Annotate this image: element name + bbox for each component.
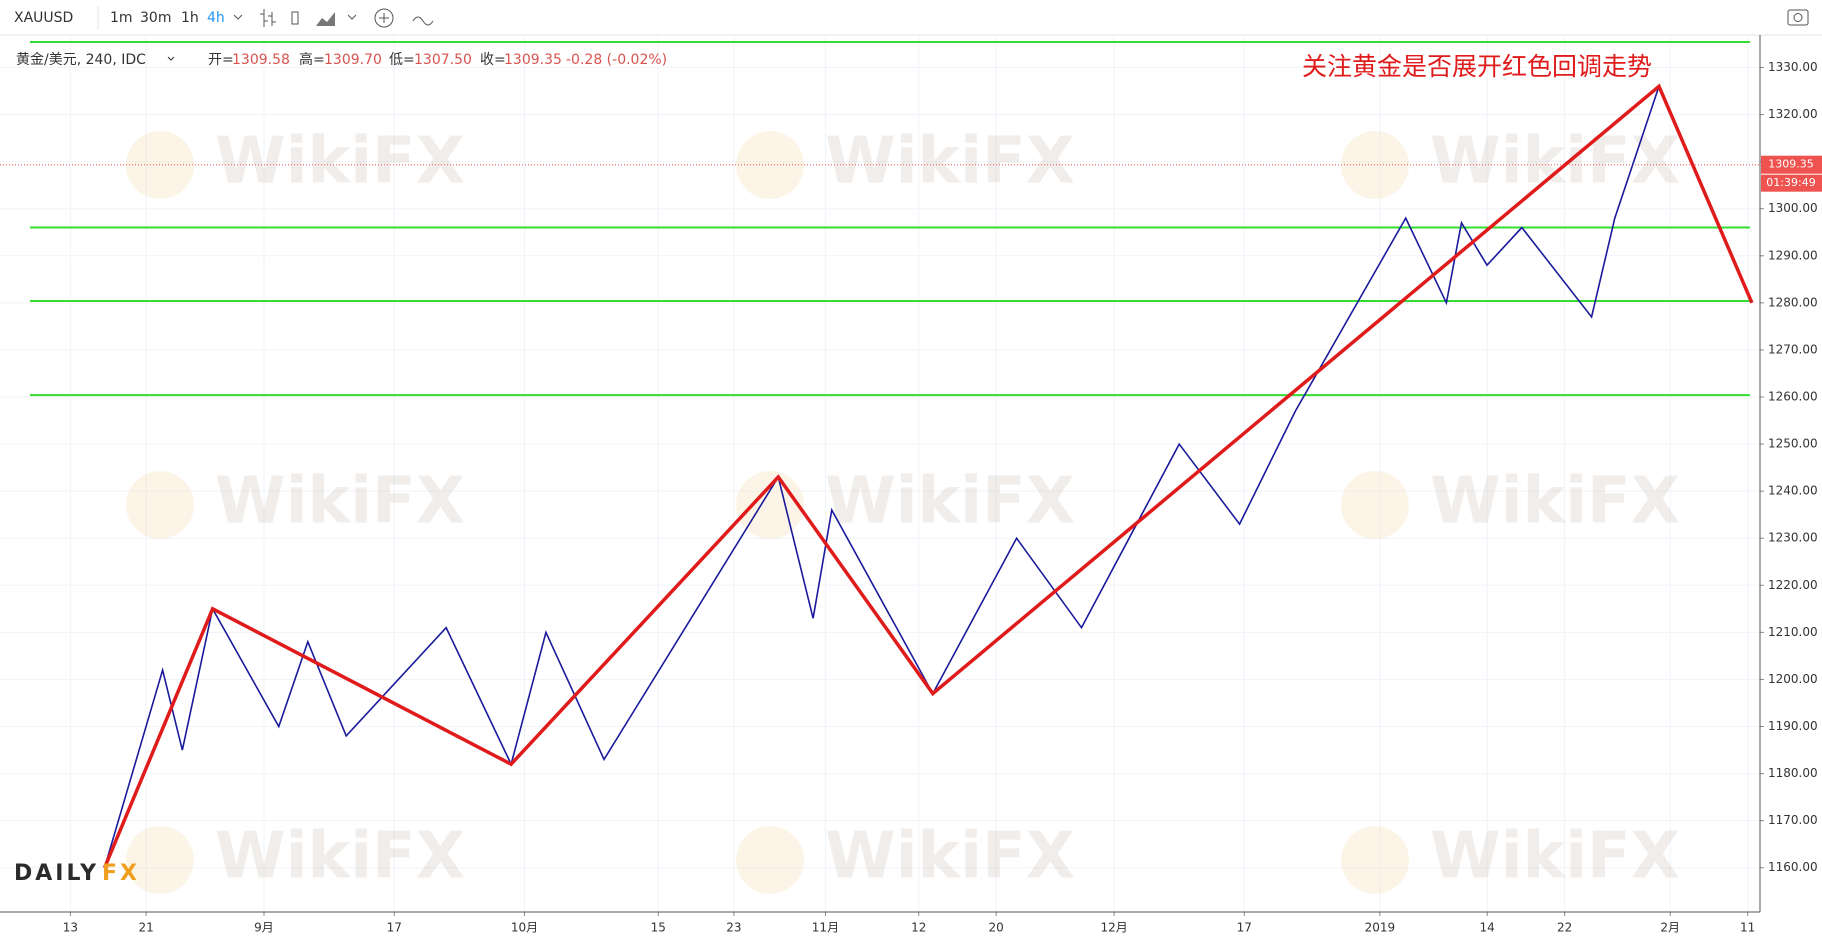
watermark-badge	[736, 826, 804, 894]
x-tick-label: 21	[138, 921, 153, 935]
camera-lens	[1793, 13, 1803, 22]
x-tick-label: 2019	[1365, 921, 1396, 935]
y-tick-label: 1260.00	[1768, 390, 1818, 404]
trend-line	[103, 86, 1660, 868]
y-tick-label: 1210.00	[1768, 625, 1818, 639]
plot: 13 21 9月 17 10月 15 23 11月 12 20 12月 17 2019 14 22 2月 11 1…	[0, 35, 1822, 935]
countdown: 01:39:49	[1766, 176, 1815, 189]
ohlc-label: 低=	[389, 52, 415, 68]
watermark: WikiFX	[215, 465, 465, 539]
watermark: WikiFX	[215, 125, 465, 199]
x-tick-label: 2月	[1660, 921, 1680, 935]
y-tick-label: 1270.00	[1768, 342, 1818, 356]
ohlc-value: 1309.58	[232, 52, 290, 68]
watermark-badge	[736, 131, 804, 199]
x-tick-label: 10月	[511, 921, 538, 935]
ohlc-value: 1307.50	[414, 52, 472, 68]
x-tick-label: 12	[911, 921, 926, 935]
watermark: WikiFX	[1430, 820, 1680, 894]
x-tick-label: 17	[387, 921, 402, 935]
interval[interactable]: 1m	[110, 10, 133, 26]
ohlc-label: 开=	[208, 52, 234, 68]
y-tick-label: 1170.00	[1768, 813, 1818, 827]
x-tick-label: 20	[989, 921, 1004, 935]
interval[interactable]: 30m	[140, 10, 171, 26]
y-tick-label: 1200.00	[1768, 672, 1818, 686]
dropdown-icon[interactable]	[167, 56, 175, 61]
dropdown-icon[interactable]	[347, 14, 357, 20]
ohlc-value: 1309.35	[504, 52, 562, 68]
watermark: WikiFX	[825, 820, 1075, 894]
logo-left: DAILY	[14, 861, 99, 886]
y-tick-label: 1180.00	[1768, 766, 1818, 780]
add-indicator-plus	[379, 13, 389, 23]
watermark-badge	[126, 826, 194, 894]
symbol[interactable]: XAUUSD	[14, 10, 73, 26]
x-tick-label: 17	[1237, 921, 1252, 935]
y-tick-label: 1300.00	[1768, 201, 1818, 215]
watermark: WikiFX	[1430, 465, 1680, 539]
ohlc-label: 收=	[480, 52, 506, 68]
countdown-tag	[1761, 174, 1822, 192]
y-tick-label: 1160.00	[1768, 860, 1818, 874]
area-icon[interactable]	[316, 12, 335, 26]
watermark: WikiFX	[215, 820, 465, 894]
y-tick-label: 1220.00	[1768, 578, 1818, 592]
watermark-badge	[126, 131, 194, 199]
x-tick-label: 13	[63, 921, 78, 935]
y-tick-label: 1240.00	[1768, 484, 1818, 498]
x-tick-label: 23	[726, 921, 741, 935]
x-tick-label: 15	[651, 921, 666, 935]
interval[interactable]: 1h	[181, 10, 199, 26]
watermark-badge	[126, 471, 194, 539]
y-tick-label: 1250.00	[1768, 437, 1818, 451]
camera-icon[interactable]	[1787, 9, 1809, 26]
ohlc-label: 高=	[299, 51, 325, 68]
watermark: WikiFX	[825, 125, 1075, 199]
watermark: WikiFX	[825, 465, 1075, 539]
annotation: 关注黄金是否展开红色回调走势	[1302, 52, 1652, 81]
toolbar	[0, 0, 1822, 35]
y-tick-label: 1190.00	[1768, 719, 1818, 733]
watermark-badge	[1341, 826, 1409, 894]
y-tick-label: 1280.00	[1768, 295, 1818, 309]
x-tick-label: 11	[1740, 921, 1755, 935]
add-indicator-icon[interactable]	[374, 8, 394, 28]
x-tick-label: 14	[1480, 921, 1495, 935]
x-tick-label: 11月	[812, 921, 839, 935]
watermark-badge	[1341, 471, 1409, 539]
watermark: WikiFX	[1430, 125, 1680, 199]
y-tick-label: 1230.00	[1768, 531, 1818, 545]
y-tick-label: 1330.00	[1768, 60, 1818, 74]
watermark-badge	[1341, 131, 1409, 199]
last-price-label: 1309.35	[1768, 158, 1814, 171]
compare-icon[interactable]	[412, 16, 434, 26]
candles-icon[interactable]	[291, 11, 299, 25]
y-tick-label: 1290.00	[1768, 248, 1818, 262]
trend-line	[102, 83, 1754, 869]
change: -0.28 (-0.02%)	[566, 52, 667, 68]
logo-right: FX	[102, 861, 140, 886]
last-price-tag	[1761, 155, 1822, 174]
bars-icon[interactable]	[260, 9, 276, 27]
ohlc-value: 1309.70	[324, 52, 382, 68]
y-tick-label: 1320.00	[1768, 107, 1818, 121]
x-tick-label: 22	[1557, 921, 1572, 935]
x-tick-label: 12月	[1100, 921, 1127, 935]
dropdown-icon[interactable]	[233, 14, 243, 20]
instrument: 黄金/美元, 240, IDC	[16, 51, 146, 68]
x-tick-label: 9月	[254, 921, 274, 935]
interval-active[interactable]: 4h	[207, 10, 225, 26]
